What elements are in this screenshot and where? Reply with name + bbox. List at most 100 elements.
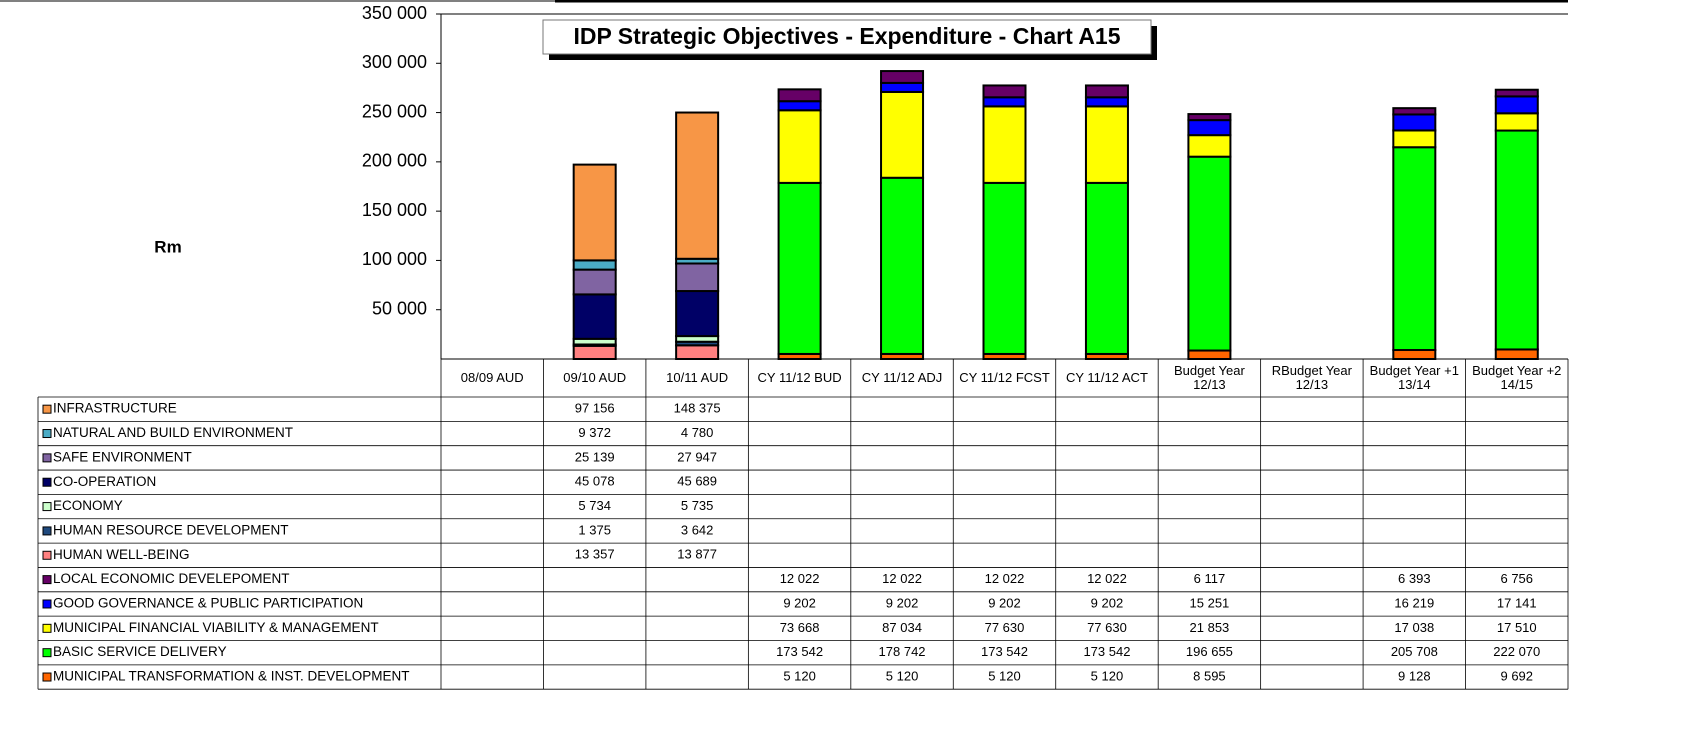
bar-segment [675, 290, 720, 338]
data-label: 9 202 [886, 595, 919, 610]
y-tick-label: 350 000 [362, 3, 427, 23]
data-label: 148 375 [674, 401, 721, 416]
bar-segment [982, 84, 1027, 99]
legend-label: LOCAL ECONOMIC DEVELEPOMENT [53, 571, 290, 586]
bar-segment [1187, 155, 1232, 352]
x-tick-label: 09/10 AUD [563, 370, 627, 385]
data-label: 15 251 [1190, 595, 1230, 610]
data-label: 9 692 [1500, 668, 1533, 683]
title-box [542, 19, 1152, 55]
bar-segment [572, 268, 617, 296]
bar-segment [880, 81, 925, 93]
legend-key [42, 429, 52, 439]
x-tick-label: CY 11/12 ADJ [861, 370, 943, 385]
data-label: 6 393 [1398, 571, 1431, 586]
bar-segment [675, 111, 720, 260]
data-label: 73 668 [780, 620, 820, 635]
bar-segment [1392, 113, 1437, 132]
legend-label: SAFE ENVIRONMENT [53, 449, 192, 464]
bar-segment [982, 181, 1027, 355]
data-label: 8 595 [1193, 668, 1226, 683]
legend-label: NATURAL AND BUILD ENVIRONMENT [53, 425, 293, 440]
bar-segment [880, 176, 925, 355]
y-tick-label: 100 000 [362, 249, 427, 269]
data-label: 9 202 [988, 595, 1021, 610]
x-tick-label: CY 11/12 ACT [1065, 370, 1148, 385]
bar-segment [1392, 129, 1437, 149]
legend-key [42, 648, 52, 658]
data-label: 173 542 [1083, 644, 1130, 659]
data-label: 9 372 [578, 425, 611, 440]
bar-segment [880, 90, 925, 179]
legend-label: MUNICIPAL FINANCIAL VIABILITY & MANAGEME… [53, 620, 379, 635]
x-tick-label: Budget Year 12/13 [1173, 363, 1245, 392]
data-label: 5 120 [1091, 668, 1124, 683]
legend-label: GOOD GOVERNANCE & PUBLIC PARTICIPATION [53, 596, 363, 611]
legend-label: INFRASTRUCTURE [53, 401, 177, 416]
data-label: 196 655 [1186, 644, 1233, 659]
data-label: 5 735 [681, 498, 714, 513]
y-tick-label: 200 000 [362, 151, 427, 171]
data-label: 97 156 [575, 401, 615, 416]
bar-segment [777, 109, 822, 184]
legend-key [42, 404, 52, 414]
legend-key [42, 623, 52, 633]
data-label: 5 734 [578, 498, 611, 513]
bar-segment [1494, 112, 1539, 132]
legend-label: CO-OPERATION [53, 474, 156, 489]
data-label: 3 642 [681, 522, 714, 537]
bar-segment [1084, 96, 1129, 108]
bar-segment [1494, 348, 1539, 361]
x-tick-label: CY 11/12 BUD [757, 370, 842, 385]
data-label: 45 078 [575, 474, 615, 489]
data-label: 17 510 [1497, 620, 1537, 635]
data-label: 17 038 [1394, 620, 1434, 635]
legend-key [42, 477, 52, 487]
y-tick-label: 150 000 [362, 200, 427, 220]
legend-label: MUNICIPAL TRANSFORMATION & INST. DEVELOP… [53, 669, 410, 684]
data-label: 45 689 [677, 474, 717, 489]
data-label: 77 630 [1087, 620, 1127, 635]
data-label: 6 756 [1500, 571, 1533, 586]
data-label: 173 542 [981, 644, 1028, 659]
data-label: 77 630 [985, 620, 1025, 635]
y-tick-label: 50 000 [372, 298, 427, 318]
bar-segment [1494, 129, 1539, 351]
chart-title: IDP Strategic Objectives - Expenditure -… [573, 23, 1120, 49]
data-label: 9 202 [783, 595, 816, 610]
x-tick-label: RBudget Year 12/13 [1271, 363, 1352, 392]
data-label: 5 120 [988, 668, 1021, 683]
legend-label: ECONOMY [53, 498, 123, 513]
data-label: 5 120 [886, 668, 919, 683]
y-tick-label: 250 000 [362, 101, 427, 121]
bar-segment [777, 88, 822, 103]
bar-segment [1392, 146, 1437, 352]
x-tick-label: 10/11 AUD [666, 370, 729, 385]
legend-key [42, 550, 52, 560]
legend-label: BASIC SERVICE DELIVERY [53, 644, 227, 659]
data-label: 27 947 [677, 449, 717, 464]
bar-segment [1494, 95, 1539, 115]
data-label: 12 022 [882, 571, 922, 586]
legend-key [42, 502, 52, 512]
data-label: 205 708 [1391, 644, 1438, 659]
data-label: 13 877 [677, 547, 717, 562]
data-label: 12 022 [780, 571, 820, 586]
data-label: 21 853 [1190, 620, 1230, 635]
data-label: 13 357 [575, 547, 615, 562]
data-label: 12 022 [1087, 571, 1127, 586]
bar-segment [1187, 349, 1232, 360]
data-label: 178 742 [879, 644, 926, 659]
bar-segment [777, 100, 822, 112]
data-label: 5 120 [783, 668, 816, 683]
bar-segment [1084, 105, 1129, 184]
bar-segment [1187, 119, 1232, 137]
data-label: 173 542 [776, 644, 823, 659]
plot [572, 70, 1539, 361]
x-tick-label: CY 11/12 FCST [959, 370, 1050, 385]
data-label: 1 375 [578, 522, 611, 537]
bar-segment [1084, 181, 1129, 355]
bar-segment [982, 105, 1027, 184]
data-label: 6 117 [1194, 571, 1226, 586]
